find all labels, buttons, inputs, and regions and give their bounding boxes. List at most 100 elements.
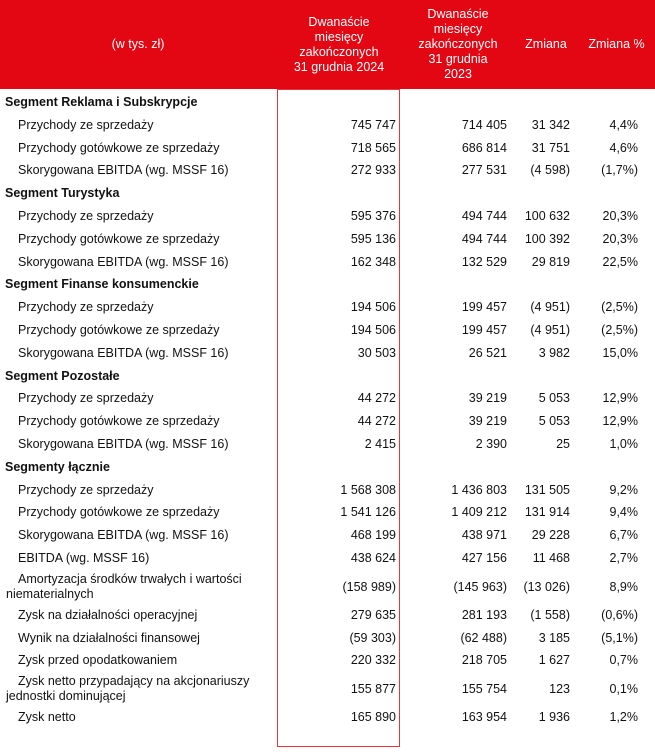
row-label: Skorygowana EBITDA (wg. MSSF 16) (18, 254, 229, 269)
header-2023: Dwanaście miesięcy zakończonych 31 grudn… (418, 7, 498, 81)
value-2023: (62 488) (460, 630, 507, 645)
value-change: 131 914 (524, 505, 570, 520)
value-2023: 438 971 (461, 528, 507, 543)
value-2023: 39 219 (468, 414, 507, 429)
value-2024: 2 415 (364, 436, 396, 451)
table-body: Segment Reklama i Subskrypcje Przychody z… (0, 91, 655, 729)
value-change: 11 468 (532, 550, 570, 565)
header-unit: (w tys. zł) (111, 37, 165, 51)
row-label: Skorygowana EBITDA (wg. MSSF 16) (18, 345, 229, 360)
value-change-pct: (1,7%) (601, 163, 638, 178)
value-change-pct: 9,4% (609, 505, 639, 520)
row-label: EBITDA (wg. MSSF 16) (18, 550, 150, 565)
row-label: Przychody ze sprzedaży (18, 117, 154, 132)
segment-heading-row: Segment Pozostałe (0, 365, 655, 388)
value-2023: 155 754 (461, 682, 507, 697)
value-change: 5 053 (538, 391, 570, 406)
table-row: Skorygowana EBITDA (wg. MSSF 16) 162 348 1… (0, 251, 655, 274)
value-2023: 686 814 (461, 140, 507, 155)
value-change: 31 342 (531, 117, 570, 132)
value-2023: 2 390 (475, 436, 507, 451)
table-row: Przychody ze sprzedaży 595 376 494 744 100 … (0, 205, 655, 228)
row-label: Skorygowana EBITDA (wg. MSSF 16) (18, 436, 229, 451)
row-label: Przychody ze sprzedaży (18, 208, 154, 223)
row-label: Przychody gotówkowe ze sprzedaży (18, 140, 220, 155)
header-change: Zmiana (525, 37, 567, 51)
value-2024: 220 332 (350, 653, 396, 668)
table-row: Skorygowana EBITDA (wg. MSSF 16) 30 503 26… (0, 342, 655, 365)
row-label: Przychody ze sprzedaży (18, 482, 154, 497)
table-row: Przychody gotówkowe ze sprzedaży 595 136 4… (0, 228, 655, 251)
table-row: Skorygowana EBITDA (wg. MSSF 16) 468 199 4… (0, 524, 655, 547)
value-change: (13 026) (523, 579, 570, 594)
value-change-pct: 1,0% (609, 436, 639, 451)
value-2024: 30 503 (357, 345, 396, 360)
header-2024: Dwanaście miesięcy zakończonych 31 grudn… (293, 14, 385, 74)
row-label: Zysk netto (18, 710, 76, 725)
value-change-pct: 20,3% (602, 208, 638, 223)
value-2023: 218 705 (461, 653, 507, 668)
value-2024: 1 568 308 (340, 482, 396, 497)
row-label: Przychody gotówkowe ze sprzedaży (18, 505, 220, 520)
row-label: Zysk na działalności operacyjnej (18, 607, 198, 622)
header-change-pct: Zmiana % (588, 37, 645, 51)
value-change: 123 (549, 682, 570, 697)
table-row: Wynik na działalności finansowej (59 303)… (0, 627, 655, 650)
table-row: Amortyzacja środków trwałych i wartości … (0, 570, 655, 604)
value-change: 3 185 (538, 630, 570, 645)
value-change-pct: 2,7% (609, 550, 639, 565)
value-change: (1 558) (530, 607, 570, 622)
value-change-pct: 22,5% (602, 254, 638, 269)
segment-title: Segment Reklama i Subskrypcje (5, 95, 198, 109)
value-2024: 468 199 (350, 528, 396, 543)
row-label: Amortyzacja środków trwałych i wartości … (6, 571, 242, 601)
value-change: 29 228 (531, 528, 570, 543)
segment-title: Segment Turystyka (5, 186, 120, 201)
value-2024: 438 624 (350, 550, 396, 565)
table-row: Skorygowana EBITDA (wg. MSSF 16) 2 415 2 3… (0, 433, 655, 456)
table-row: Zysk na działalności operacyjnej 279 635 2… (0, 604, 655, 627)
value-2023: 714 405 (461, 117, 507, 132)
value-change-pct: (2,5%) (601, 300, 638, 315)
segment-heading-row: Segment Turystyka (0, 182, 655, 205)
table-row: Przychody gotówkowe ze sprzedaży 44 272 39… (0, 410, 655, 433)
value-change-pct: 0,1% (609, 682, 639, 697)
row-label: Przychody gotówkowe ze sprzedaży (18, 231, 220, 246)
value-change-pct: (5,1%) (601, 630, 638, 645)
value-2024: 745 747 (350, 117, 396, 132)
value-2024: 279 635 (350, 607, 396, 622)
segment-title: Segment Finanse konsumenckie (5, 277, 199, 292)
value-2023: 494 744 (461, 231, 507, 246)
table-row: EBITDA (wg. MSSF 16) 438 624 427 156 11 468… (0, 547, 655, 570)
value-change: 100 632 (524, 208, 570, 223)
value-change: (4 951) (530, 300, 570, 315)
table-row: Zysk netto 165 890 163 954 1 936 1,2% (0, 706, 655, 729)
value-change-pct: 0,7% (609, 653, 639, 668)
value-2024: 1 541 126 (340, 505, 396, 520)
value-change-pct: 4,6% (609, 140, 639, 155)
value-2023: 1 409 212 (451, 505, 507, 520)
row-label: Przychody ze sprzedaży (18, 300, 154, 315)
value-change: (4 598) (530, 163, 570, 178)
value-2023: 39 219 (468, 391, 507, 406)
value-change-pct: 15,0% (602, 345, 638, 360)
value-change-pct: 8,9% (609, 579, 639, 594)
value-change: 29 819 (531, 254, 570, 269)
value-2024: 44 272 (357, 391, 396, 406)
value-change-pct: 12,9% (602, 391, 638, 406)
value-2024: 194 506 (350, 300, 396, 315)
row-label: Zysk netto przypadający na akcjonariuszy… (6, 674, 250, 704)
value-change: 1 936 (538, 710, 570, 725)
value-2023: 1 436 803 (451, 482, 507, 497)
value-2024: (59 303) (349, 630, 396, 645)
value-change-pct: 20,3% (602, 231, 638, 246)
table-row: Przychody ze sprzedaży 44 272 39 219 5 053 1… (0, 387, 655, 410)
value-2023: 132 529 (461, 254, 507, 269)
value-2024: 272 933 (350, 163, 396, 178)
value-change-pct: (2,5%) (601, 322, 638, 337)
value-2023: 26 521 (468, 345, 507, 360)
value-2023: 163 954 (461, 710, 507, 725)
row-label: Skorygowana EBITDA (wg. MSSF 16) (18, 528, 229, 543)
value-2024: 194 506 (350, 322, 396, 337)
